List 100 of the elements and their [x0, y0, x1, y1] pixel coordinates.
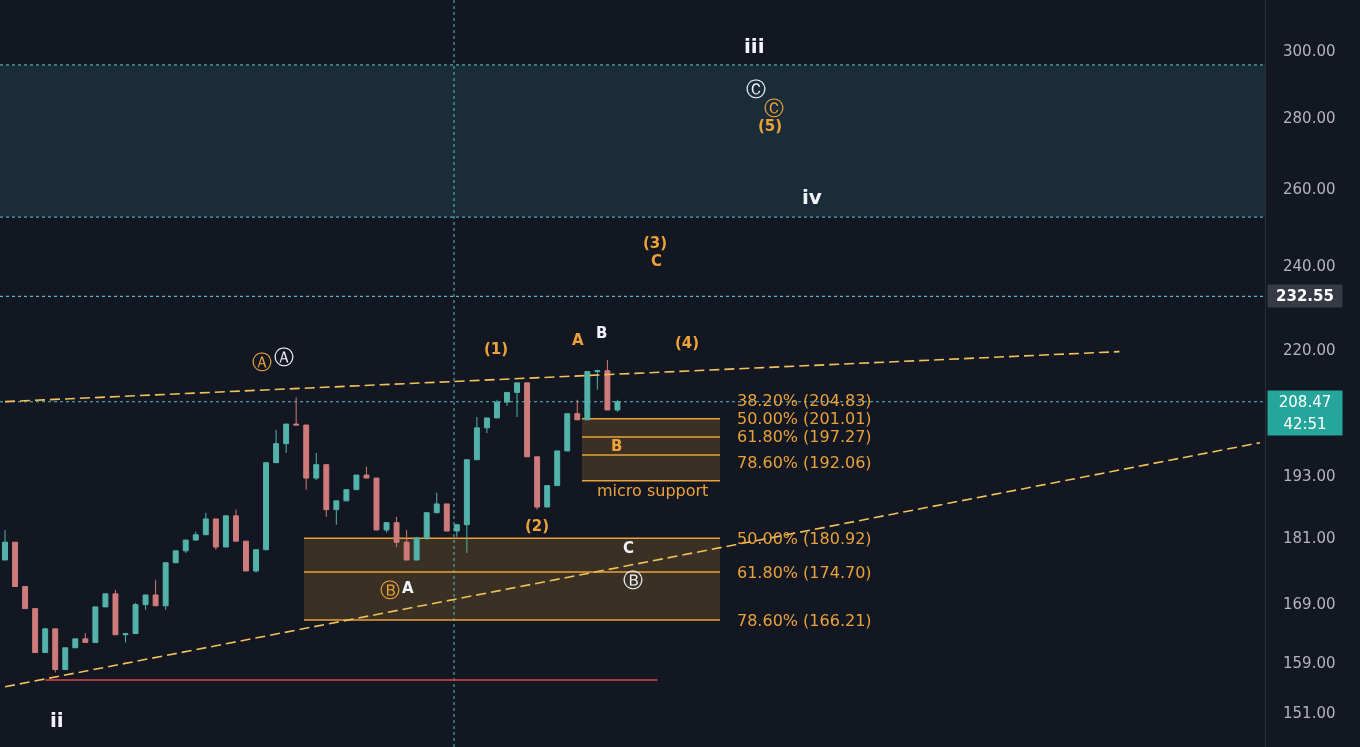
- candlestick: [132, 602, 139, 635]
- candlestick: [393, 516, 400, 548]
- text: 42:51: [1283, 415, 1327, 433]
- candlestick: [594, 369, 601, 391]
- annotation: A: [402, 579, 414, 597]
- y-tick-label: 159.00: [1283, 654, 1336, 673]
- candlestick: [433, 492, 440, 514]
- annotation: (4): [675, 334, 700, 352]
- y-tick-label: 151.00: [1283, 703, 1336, 722]
- candlestick: [222, 515, 229, 548]
- candlestick: [343, 489, 350, 502]
- candlestick: [253, 549, 259, 574]
- candlestick: [524, 382, 531, 458]
- candlestick: [212, 518, 219, 551]
- candlestick: [202, 512, 209, 536]
- candlestick: [12, 541, 19, 588]
- candlestick: [232, 509, 239, 542]
- y-tick-label: 169.00: [1283, 595, 1336, 614]
- candlestick: [564, 413, 571, 452]
- candlestick: [293, 396, 300, 426]
- ref-line-label: 61.80% (174.70): [737, 563, 872, 582]
- candlestick: [483, 417, 490, 434]
- candlestick: [453, 524, 460, 538]
- annotation: C: [623, 539, 635, 557]
- annotation: Ⓐ: [274, 345, 294, 369]
- ref-line-label: 78.60% (166.21): [737, 611, 872, 630]
- y-tick-label: 193.00: [1283, 467, 1336, 486]
- candlestick: [423, 512, 430, 541]
- ref-line-label: 50.00% (201.01): [737, 409, 872, 428]
- candlestick: [353, 474, 360, 491]
- candlestick: [152, 579, 159, 607]
- y-tick-label: 280.00: [1283, 108, 1336, 127]
- candlestick: [2, 529, 8, 561]
- candlestick: [303, 424, 310, 491]
- annotation: B: [596, 324, 608, 342]
- ref-line-label: 232.55: [1276, 287, 1334, 305]
- y-tick-label: 240.00: [1283, 257, 1336, 276]
- candlestick: [313, 452, 320, 481]
- candlestick: [22, 586, 29, 610]
- candlestick: [363, 466, 370, 479]
- candlestick: [192, 531, 199, 541]
- annotation: C: [651, 252, 663, 270]
- candlestick: [162, 562, 169, 611]
- candlestick: [504, 391, 510, 407]
- candlestick: [243, 540, 249, 572]
- ref-line-label: 61.80% (197.27): [737, 427, 872, 446]
- candlestick: [473, 416, 480, 461]
- y-tick-label: 300.00: [1283, 42, 1336, 61]
- annotation: Ⓑ: [623, 568, 643, 592]
- candlestick: [554, 450, 561, 487]
- candlestick: [82, 632, 89, 643]
- candlestick: [333, 500, 340, 526]
- candlestick: [273, 429, 280, 464]
- candlestick: [534, 456, 541, 511]
- candlestick: [92, 606, 99, 643]
- annotation: Ⓒ: [746, 77, 766, 101]
- annotation: A: [572, 331, 584, 349]
- candlestick: [584, 371, 591, 421]
- candlestick: [403, 529, 410, 561]
- candlestick: [373, 477, 380, 531]
- candlestick: [62, 647, 69, 671]
- candlestick: [112, 589, 119, 636]
- annotation: Ⓒ: [764, 96, 784, 120]
- candlestick: [263, 462, 270, 551]
- candlestick: [42, 627, 49, 654]
- candlestick: [72, 638, 79, 649]
- ref-line-label: 78.60% (192.06): [737, 453, 872, 472]
- annotation: Ⓐ: [252, 350, 272, 374]
- y-tick-label: 220.00: [1283, 341, 1336, 360]
- candlestick: [32, 608, 39, 654]
- candlestick: [514, 382, 520, 418]
- annotation: (5): [758, 117, 783, 135]
- candlestick: [443, 503, 450, 532]
- candlestick: [142, 594, 149, 611]
- annotation: (1): [484, 340, 509, 358]
- annotation: (3): [643, 234, 668, 252]
- annotation: iii: [744, 34, 765, 58]
- candlestick: [52, 628, 59, 674]
- annotation: Ⓑ: [380, 578, 400, 602]
- annotation: B: [611, 437, 623, 455]
- candlestick: [413, 536, 420, 561]
- candlestick: [614, 399, 621, 413]
- candlestick: [574, 399, 581, 421]
- y-tick-label: 181.00: [1283, 529, 1336, 548]
- candlestick: [182, 539, 189, 554]
- annotation: iv: [802, 185, 822, 209]
- candlestick: [463, 459, 470, 554]
- candlestick: [544, 485, 551, 508]
- candlestick: [102, 593, 109, 608]
- candlestick: [172, 550, 179, 564]
- candlestick: [283, 423, 290, 454]
- annotation: ii: [50, 708, 64, 732]
- candlestick: [122, 633, 129, 643]
- candlestick: [323, 464, 330, 518]
- candlestick: [604, 359, 611, 411]
- annotation: (2): [525, 517, 550, 535]
- candlestick: [383, 522, 390, 534]
- candlestick: [494, 399, 500, 419]
- ref-line-label: 208.47: [1278, 393, 1332, 411]
- y-tick-label: 260.00: [1283, 180, 1336, 199]
